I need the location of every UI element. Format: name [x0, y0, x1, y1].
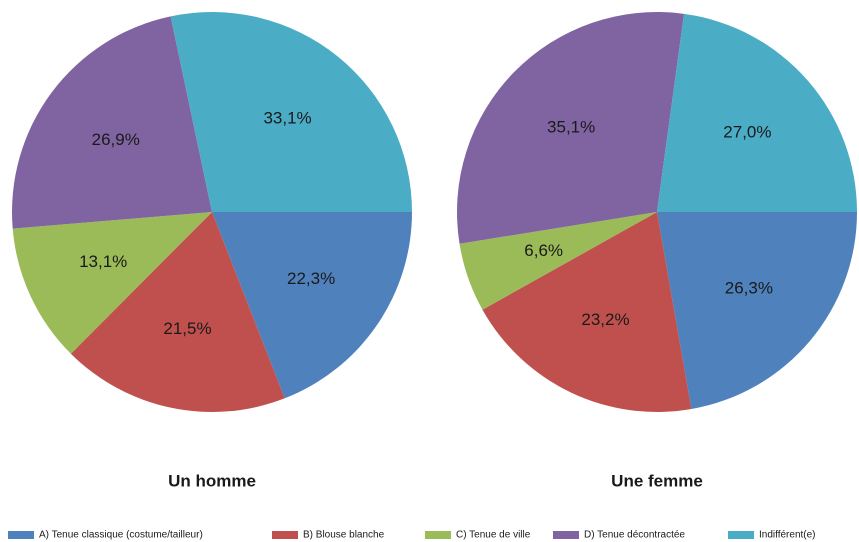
slice-label: 26,9%	[92, 130, 140, 149]
pie-slice	[482, 212, 692, 413]
pie-slice	[70, 212, 285, 412]
slice-label: 22,3%	[287, 269, 335, 288]
legend-label: D) Tenue décontractée	[584, 530, 685, 541]
slice-label: 27,0%	[723, 123, 771, 142]
pie-slice	[657, 212, 857, 410]
slice-label: 35,1%	[547, 118, 595, 137]
legend-label: C) Tenue de ville	[456, 530, 531, 541]
legend-swatch	[425, 531, 451, 539]
pie-slice	[657, 13, 857, 212]
legend-label: A) Tenue classique (costume/tailleur)	[39, 530, 203, 541]
slice-label: 33,1%	[263, 108, 311, 127]
legend-label: Indifférent(e)	[759, 530, 816, 541]
legend-swatch	[272, 531, 298, 539]
slice-label: 23,2%	[581, 310, 629, 329]
chart-title: Une femme	[611, 471, 703, 490]
slice-label: 6,6%	[524, 241, 563, 260]
legend-label: B) Blouse blanche	[303, 530, 385, 541]
slice-label: 13,1%	[79, 252, 127, 271]
pie-slice	[12, 212, 213, 354]
legend-swatch	[728, 531, 754, 539]
pie-slice	[170, 11, 412, 212]
pie-slice	[212, 212, 412, 399]
slice-label: 26,3%	[725, 279, 773, 298]
legend-swatch	[553, 531, 579, 539]
slice-label: 21,5%	[163, 319, 211, 338]
pie-slice	[457, 12, 685, 244]
pie-slice	[459, 212, 657, 310]
pie-slice	[11, 16, 212, 229]
chart-title: Un homme	[168, 471, 256, 490]
legend-swatch	[8, 531, 34, 539]
